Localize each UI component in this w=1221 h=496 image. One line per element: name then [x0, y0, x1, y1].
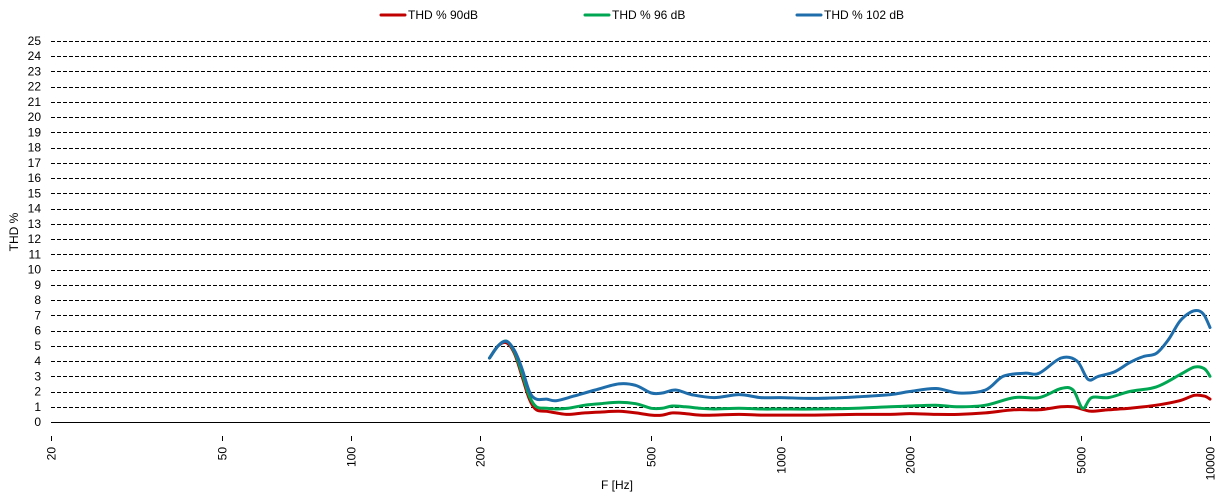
legend-label: THD % 90dB — [408, 8, 478, 22]
x-axis: 20 50 100 200 500 1000 2000 5000 10000 — [45, 436, 1218, 480]
y-tick-label: 7 — [34, 308, 41, 322]
y-tick-label: 17 — [28, 156, 42, 170]
series-line-thd-102-db — [488, 308, 1212, 403]
x-tick-label: 500 — [645, 447, 659, 467]
x-tick-label: 2000 — [904, 447, 918, 474]
y-tick-label: 18 — [28, 141, 42, 155]
y-tick-label: 19 — [28, 125, 42, 139]
y-axis-title: THD % — [7, 212, 21, 251]
y-tick-label: 4 — [34, 354, 41, 368]
y-tick-label: 6 — [34, 324, 41, 338]
series-layer — [488, 308, 1212, 417]
y-tick-label: 22 — [28, 80, 42, 94]
y-tick-label: 12 — [28, 232, 42, 246]
x-tick-label: 20 — [45, 447, 59, 461]
y-tick-label: 0 — [34, 415, 41, 429]
y-tick-label: 14 — [28, 202, 42, 216]
grid — [51, 41, 1210, 423]
y-tick-label: 15 — [28, 186, 42, 200]
y-tick-label: 9 — [34, 278, 41, 292]
x-tick-label: 50 — [216, 447, 230, 461]
y-tick-label: 25 — [28, 34, 42, 48]
y-tick-label: 11 — [29, 247, 42, 261]
x-tick-label: 200 — [474, 447, 488, 467]
legend: THD % 90dB THD % 96 dB THD % 102 dB — [379, 8, 904, 22]
x-axis-title: F [Hz] — [601, 478, 633, 492]
x-tick-label: 10000 — [1204, 447, 1218, 481]
y-axis: 0123456789101112131415161718192021222324… — [28, 34, 42, 429]
x-tick-label: 100 — [345, 447, 359, 467]
y-tick-label: 13 — [28, 217, 42, 231]
series-line-thd-90db — [488, 340, 1212, 417]
y-tick-label: 16 — [28, 171, 42, 185]
legend-label: THD % 102 dB — [824, 8, 904, 22]
y-tick-label: 20 — [28, 110, 42, 124]
y-tick-label: 24 — [28, 49, 42, 63]
y-tick-label: 5 — [34, 339, 41, 353]
series-line-thd-96-db — [488, 339, 1212, 411]
y-tick-label: 1 — [34, 400, 41, 414]
x-tick-label: 1000 — [775, 447, 789, 474]
y-tick-label: 10 — [28, 263, 42, 277]
x-tick-label: 5000 — [1075, 447, 1089, 474]
y-tick-label: 23 — [28, 64, 42, 78]
y-tick-label: 8 — [34, 293, 41, 307]
y-tick-label: 2 — [34, 385, 41, 399]
y-tick-label: 21 — [28, 95, 42, 109]
legend-label: THD % 96 dB — [612, 8, 685, 22]
y-tick-label: 3 — [34, 369, 41, 383]
